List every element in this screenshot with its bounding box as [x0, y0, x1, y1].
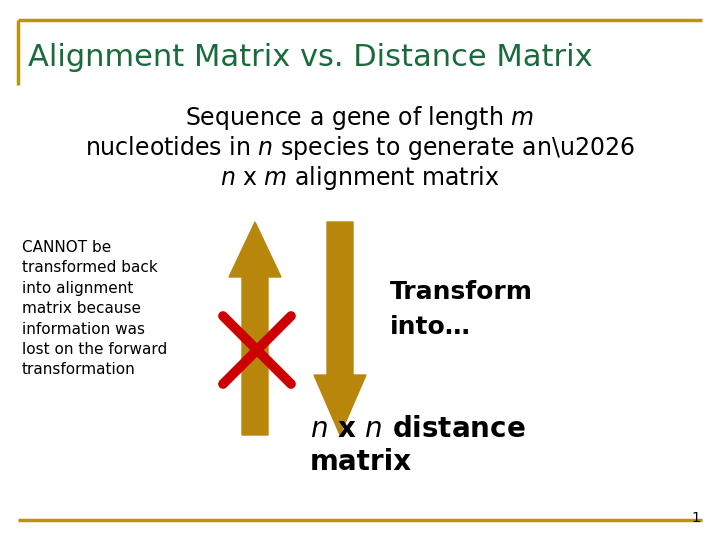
Text: Alignment Matrix vs. Distance Matrix: Alignment Matrix vs. Distance Matrix [28, 44, 593, 72]
Polygon shape [229, 222, 281, 435]
Text: Sequence a gene of length $\it{m}$: Sequence a gene of length $\it{m}$ [186, 104, 534, 132]
Polygon shape [314, 222, 366, 435]
Text: 1: 1 [691, 511, 700, 525]
Text: Transform: Transform [390, 280, 533, 304]
Text: matrix: matrix [310, 448, 412, 476]
Text: $\it{n}$ x $\it{m}$ alignment matrix: $\it{n}$ x $\it{m}$ alignment matrix [220, 164, 500, 192]
Text: $\it{n}$ x $\it{n}$ distance: $\it{n}$ x $\it{n}$ distance [310, 415, 526, 443]
Text: nucleotides in $\it{n}$ species to generate an\u2026: nucleotides in $\it{n}$ species to gener… [85, 134, 635, 162]
Text: CANNOT be
transformed back
into alignment
matrix because
information was
lost on: CANNOT be transformed back into alignmen… [22, 240, 167, 377]
Text: into…: into… [390, 315, 471, 339]
